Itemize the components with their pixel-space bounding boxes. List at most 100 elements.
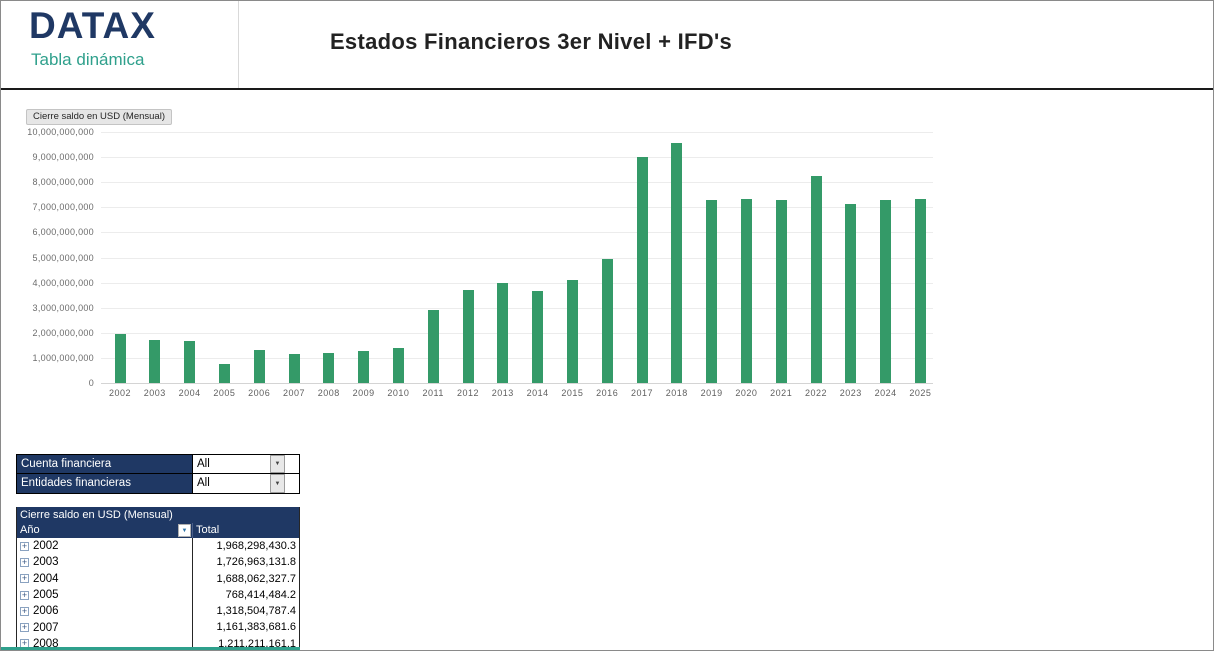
table-row: +2006 1,318,504,787.4	[17, 603, 299, 620]
x-tick-label: 2025	[909, 388, 932, 398]
bar-2018[interactable]	[671, 143, 683, 383]
row-total-value: 1,968,298,430.3	[192, 538, 299, 555]
bar-2006[interactable]	[253, 349, 265, 383]
x-axis-line	[101, 383, 933, 384]
gridline	[101, 132, 933, 133]
bar-2012[interactable]	[462, 290, 474, 383]
datax-logo: DATAX	[29, 5, 156, 46]
x-tick-label: 2017	[630, 388, 654, 398]
pivot-value-header-cell: Total	[192, 523, 299, 538]
x-tick-label: 2024	[874, 388, 897, 398]
bar-2011[interactable]	[427, 310, 439, 383]
gridline	[101, 307, 933, 309]
row-year-label: 2002	[33, 540, 59, 553]
x-tick-label: 2005	[213, 388, 236, 398]
row-year-cell: +2007	[17, 619, 192, 635]
table-row: +2003 1,726,963,131.8	[17, 554, 299, 571]
bar-2019[interactable]	[706, 199, 718, 383]
bar-2005[interactable]	[218, 363, 230, 383]
y-tick-label: 3,000,000,000	[32, 302, 94, 313]
bar-2022[interactable]	[810, 175, 822, 383]
filter-value-entidades-financieras[interactable]: All	[192, 474, 270, 493]
expand-icon[interactable]: +	[20, 573, 29, 584]
chart-field-button[interactable]: Cierre saldo en USD (Mensual)	[26, 109, 172, 125]
pivot-table: Cierre saldo en USD (Mensual) Año ▼ Tota…	[16, 507, 300, 650]
table-row: +2007 1,161,383,681.6	[17, 619, 299, 636]
chevron-down-icon: ▼	[181, 527, 188, 534]
row-year-label: 2008	[33, 637, 59, 650]
expand-icon[interactable]: +	[20, 589, 29, 600]
bar-2023[interactable]	[845, 203, 857, 383]
filter-block: Cuenta financiera All ▼ Entidades financ…	[16, 454, 300, 494]
y-axis-labels: 0 1,000,000,000 2,000,000,000 3,000,000,000…	[1, 127, 94, 388]
row-total-value: 1,211,211,161.1	[192, 635, 299, 650]
x-tick-label: 2008	[317, 388, 340, 398]
x-tick-label: 2015	[561, 388, 584, 398]
bar-2002[interactable]	[114, 333, 126, 383]
bar-2016[interactable]	[601, 258, 613, 383]
row-year-cell: +2006	[17, 603, 192, 619]
filter-label-entidades-financieras: Entidades financieras	[17, 474, 192, 493]
bar-2024[interactable]	[880, 199, 892, 383]
table-row: +2008 1,211,211,161.1	[17, 635, 299, 650]
year-filter-button[interactable]: ▼	[178, 524, 191, 537]
gridline	[101, 257, 933, 259]
row-year-label: 2007	[33, 621, 59, 634]
filter-dropdown-button-cuenta[interactable]: ▼	[270, 455, 285, 473]
pivot-row-header-cell: Año ▼	[17, 523, 192, 538]
bar-2013[interactable]	[497, 283, 509, 383]
expand-icon[interactable]: +	[20, 622, 29, 633]
row-year-label: 2006	[33, 605, 59, 618]
expand-icon[interactable]: +	[20, 556, 29, 567]
bar-2025[interactable]	[914, 198, 926, 383]
bar-2004[interactable]	[184, 340, 196, 383]
row-year-cell: +2005	[17, 587, 192, 603]
chart-plot-area	[101, 132, 933, 384]
bar-2017[interactable]	[636, 157, 648, 383]
chevron-down-icon: ▼	[274, 480, 281, 487]
bar-2014[interactable]	[532, 290, 544, 383]
row-total-value: 1,318,504,787.4	[192, 603, 299, 620]
filter-value-cuenta-financiera[interactable]: All	[192, 455, 270, 473]
expand-icon[interactable]: +	[20, 540, 29, 551]
filter-row-entidades: Entidades financieras All ▼	[17, 474, 299, 493]
row-year-label: 2005	[33, 589, 59, 602]
bar-2008[interactable]	[323, 352, 335, 383]
y-tick-label: 0	[88, 378, 94, 388]
x-tick-label: 2021	[770, 388, 793, 398]
expand-icon[interactable]: +	[20, 605, 29, 616]
bar-2007[interactable]	[288, 353, 300, 383]
bar-2021[interactable]	[775, 199, 787, 383]
bar-2009[interactable]	[358, 351, 370, 383]
gridline	[101, 157, 933, 159]
y-tick-label: 6,000,000,000	[32, 227, 94, 238]
x-tick-label: 2023	[839, 388, 862, 398]
x-tick-label: 2007	[282, 388, 306, 398]
y-tick-label: 9,000,000,000	[32, 152, 94, 163]
bar-2003[interactable]	[149, 339, 161, 383]
y-tick-label: 10,000,000,000	[27, 127, 94, 137]
gridline	[101, 232, 933, 234]
gridline	[101, 357, 933, 359]
row-year-label: 2004	[33, 572, 59, 585]
header-divider	[238, 1, 239, 88]
bar-2020[interactable]	[740, 198, 752, 383]
row-year-cell: +2003	[17, 554, 192, 570]
x-tick-label: 2011	[422, 388, 444, 398]
x-tick-label: 2006	[248, 388, 271, 398]
y-tick-label: 2,000,000,000	[32, 327, 94, 338]
pivot-header-row: Año ▼ Total	[17, 523, 299, 538]
x-tick-label: 2003	[143, 388, 166, 398]
table-row: +2002 1,968,298,430.3	[17, 538, 299, 555]
x-axis-labels: 2002 2003 2004 2005 2006 2007 2008 2009 2010 2011…	[101, 388, 933, 402]
bar-2010[interactable]	[392, 347, 404, 383]
x-tick-label: 2018	[665, 388, 688, 398]
row-year-cell: +2004	[17, 571, 192, 587]
bar-2015[interactable]	[566, 280, 578, 383]
x-tick-label: 2022	[804, 388, 828, 398]
y-tick-label: 4,000,000,000	[32, 277, 94, 288]
x-tick-label: 2020	[735, 388, 758, 398]
logo-subtitle: Tabla dinámica	[31, 50, 145, 69]
filter-dropdown-button-entidades[interactable]: ▼	[270, 474, 285, 493]
